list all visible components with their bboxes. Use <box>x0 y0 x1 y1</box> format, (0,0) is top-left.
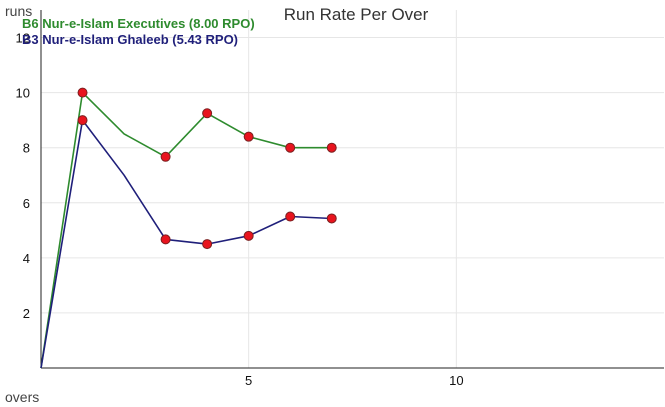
series-line-0 <box>40 91 332 369</box>
data-point <box>285 142 296 153</box>
chart-title: Run Rate Per Over <box>284 5 429 24</box>
series-markers <box>77 87 337 250</box>
data-point <box>326 213 337 224</box>
legend-entry-ghaleeb: B3 Nur-e-Islam Ghaleeb (5.43 RPO) <box>22 32 239 47</box>
data-point <box>160 151 171 162</box>
legend: B6 Nur-e-Islam Executives (8.00 RPO) B3 … <box>22 16 255 48</box>
tick-labels: 2 4 6 8 10 12 5 10 <box>16 31 464 388</box>
grid-lines <box>41 10 664 368</box>
axes <box>40 10 664 369</box>
y-axis-label: runs <box>5 3 32 19</box>
y-tick-label: 8 <box>23 141 30 156</box>
series-line-1 <box>40 119 332 369</box>
data-point <box>243 131 254 142</box>
y-tick-label: 12 <box>16 31 30 46</box>
data-point <box>77 115 88 126</box>
series-lines <box>40 91 332 369</box>
x-tick-label: 10 <box>449 373 463 388</box>
data-point <box>326 142 337 153</box>
data-point <box>243 230 254 241</box>
data-point <box>77 87 88 98</box>
data-point <box>160 234 171 245</box>
data-point <box>202 108 213 119</box>
x-axis-label: overs <box>5 389 39 405</box>
y-tick-label: 6 <box>23 196 30 211</box>
data-point <box>285 211 296 222</box>
y-tick-label: 2 <box>23 306 30 321</box>
y-tick-label: 4 <box>23 251 30 266</box>
data-point <box>202 239 213 250</box>
y-tick-label: 10 <box>16 86 30 101</box>
x-tick-label: 5 <box>245 373 252 388</box>
legend-entry-executives: B6 Nur-e-Islam Executives (8.00 RPO) <box>22 16 255 31</box>
